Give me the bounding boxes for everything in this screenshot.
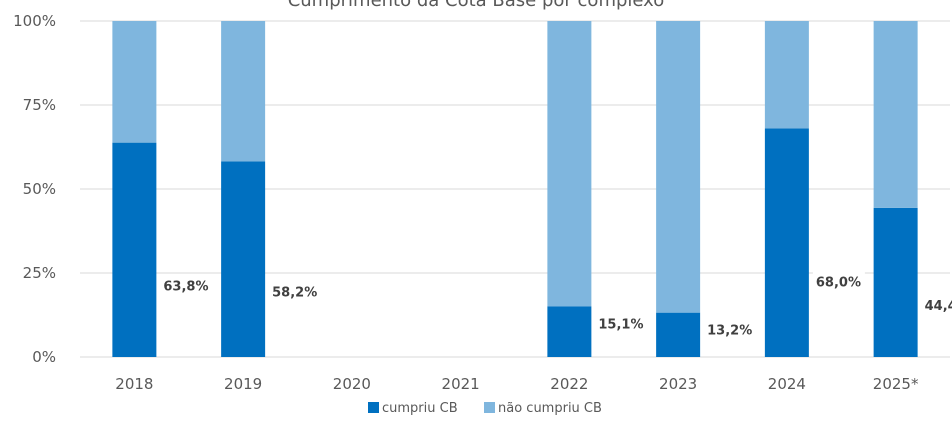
bar-segment-cumpriu (656, 312, 701, 357)
data-label: 68,0% (816, 275, 861, 290)
bars-layer (112, 21, 918, 357)
bar-segment-nao-cumpriu (764, 21, 809, 129)
legend-label: não cumpriu CB (498, 401, 602, 416)
x-tick-label: 2020 (333, 375, 371, 393)
x-tick-label: 2024 (768, 375, 806, 393)
data-label-bg (160, 276, 213, 296)
legend-label: cumpriu CB (382, 401, 458, 416)
x-tick-label: 2019 (224, 375, 262, 393)
y-tick-label: 50% (23, 180, 56, 198)
bar-segment-cumpriu (873, 207, 918, 357)
bar-segment-cumpriu (221, 161, 266, 357)
y-tick-label: 100% (13, 12, 56, 30)
legend-swatch (484, 402, 495, 413)
data-label-bg (921, 296, 952, 316)
data-label: 58,2% (272, 285, 317, 300)
bar-segment-cumpriu (764, 128, 809, 357)
data-label: 63,8% (163, 280, 208, 295)
bar-segment-nao-cumpriu (221, 21, 266, 162)
bar-segment-nao-cumpriu (547, 21, 592, 307)
x-tick-label: 2023 (659, 375, 697, 393)
y-tick-label: 75% (23, 96, 56, 114)
bar-segment-cumpriu (547, 306, 592, 357)
x-tick-label: 2022 (550, 375, 588, 393)
data-label-bg (704, 320, 757, 340)
x-tick-label: 2018 (115, 375, 153, 393)
bar-segment-nao-cumpriu (112, 21, 157, 143)
x-tick-label: 2021 (442, 375, 480, 393)
bar-segment-nao-cumpriu (656, 21, 701, 313)
x-tick-label: 2025* (873, 375, 919, 393)
y-tick-label: 0% (32, 348, 56, 366)
legend: cumpriu CB não cumpriu CB (368, 401, 602, 416)
data-label-bg (595, 314, 648, 334)
chart-title: Cumprimento da Cota Base por complexo (288, 0, 665, 11)
data-label: 15,1% (598, 317, 643, 332)
data-label-bg (269, 282, 322, 302)
bar-segment-cumpriu (112, 142, 157, 357)
legend-swatch (368, 402, 379, 413)
y-axis-ticks: 0% 25% 50% 75% 100% (13, 12, 56, 366)
data-label-bg (812, 272, 865, 292)
data-label: 44,4% (925, 299, 952, 314)
data-label: 13,2% (707, 324, 752, 339)
data-labels-layer: 63,8% 58,2% 15,1% 13,2% 68,0% 44,4% (160, 272, 952, 340)
grid-layer (80, 20, 950, 358)
bar-segment-nao-cumpriu (873, 21, 918, 208)
y-tick-label: 25% (23, 264, 56, 282)
x-axis-ticks: 2018 2019 2020 2021 2022 2023 2024 2025* (115, 375, 919, 393)
